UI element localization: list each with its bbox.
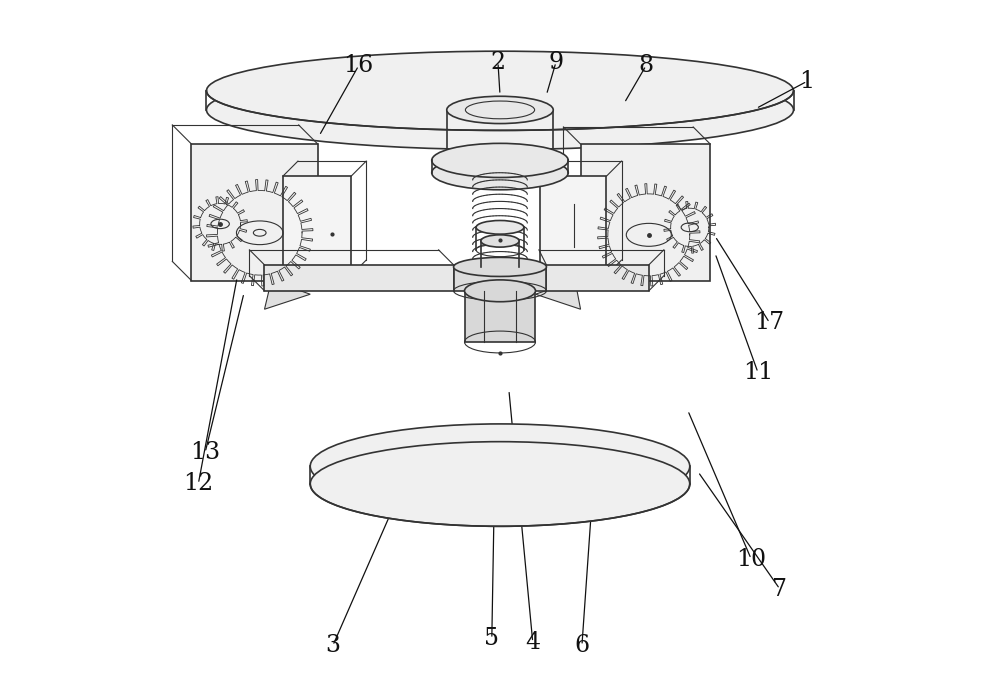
Ellipse shape (447, 158, 553, 185)
Text: 1: 1 (800, 70, 815, 93)
Text: 2: 2 (490, 51, 506, 74)
Bar (454, 267, 546, 291)
Ellipse shape (206, 70, 794, 150)
Text: 3: 3 (325, 634, 340, 657)
Bar (191, 144, 318, 280)
Ellipse shape (310, 442, 690, 526)
Bar (465, 291, 535, 342)
Ellipse shape (432, 144, 568, 177)
Bar (540, 176, 606, 275)
Ellipse shape (310, 424, 690, 509)
Text: 4: 4 (525, 631, 540, 654)
Bar (546, 265, 649, 291)
Text: 11: 11 (743, 361, 773, 384)
Text: 17: 17 (755, 311, 785, 334)
Bar (264, 265, 454, 291)
Bar (283, 176, 351, 275)
Text: 16: 16 (344, 54, 374, 77)
Text: 9: 9 (548, 51, 564, 74)
Polygon shape (535, 280, 581, 309)
Text: 7: 7 (772, 577, 787, 601)
Ellipse shape (465, 280, 535, 302)
Ellipse shape (454, 257, 546, 276)
Polygon shape (264, 280, 310, 309)
Text: 5: 5 (484, 627, 499, 650)
Text: 6: 6 (574, 634, 589, 657)
Ellipse shape (447, 96, 553, 124)
Ellipse shape (432, 156, 568, 189)
Text: 8: 8 (639, 54, 654, 77)
Text: 13: 13 (190, 441, 220, 464)
Ellipse shape (481, 235, 519, 247)
Bar (581, 144, 710, 280)
Text: 10: 10 (736, 548, 766, 570)
Ellipse shape (206, 51, 794, 131)
Ellipse shape (476, 220, 524, 234)
Text: 12: 12 (183, 473, 213, 495)
